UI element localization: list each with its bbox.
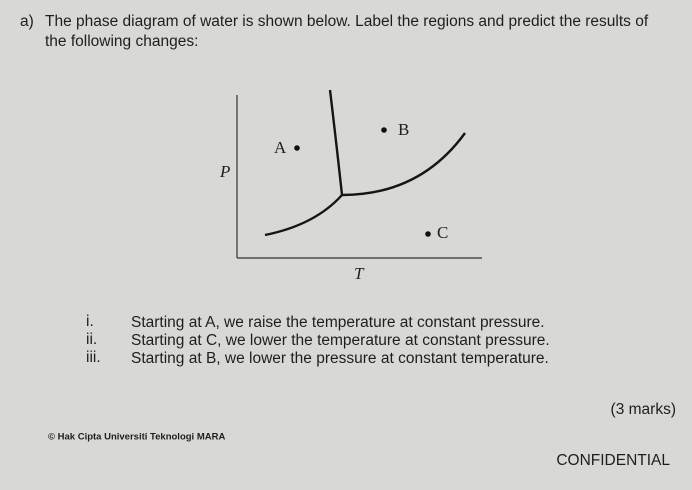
point-label: A (274, 138, 287, 157)
item-numeral: i. (86, 313, 94, 330)
phase-diagram: A B C P T (219, 89, 482, 283)
item-text: Starting at A, we raise the temperature … (131, 314, 545, 331)
liquid-vapor-curve (341, 132, 466, 197)
question-text: The phase diagram of water is shown belo… (45, 13, 649, 30)
item-text: Starting at B, we lower the pressure at … (131, 350, 549, 367)
item-numeral: ii. (86, 331, 97, 348)
question-text: the following changes: (45, 33, 198, 50)
point-dot (294, 145, 300, 151)
marks: (3 marks) (611, 401, 676, 418)
question-label: a) (20, 13, 34, 30)
point-dot (381, 127, 387, 133)
solid-liquid-curve (328, 89, 344, 196)
point-label: B (398, 120, 409, 139)
axis-label: P (219, 162, 230, 181)
classification: CONFIDENTIAL (556, 452, 670, 469)
copyright: © Hak Cipta Universiti Teknologi MARA (48, 432, 225, 443)
item-text: Starting at C, we lower the temperature … (131, 332, 550, 349)
point-dot (425, 231, 431, 237)
axis-label: T (354, 264, 365, 283)
solid-vapor-curve (264, 194, 343, 237)
item-numeral: iii. (86, 349, 101, 366)
point-label: C (437, 223, 448, 242)
